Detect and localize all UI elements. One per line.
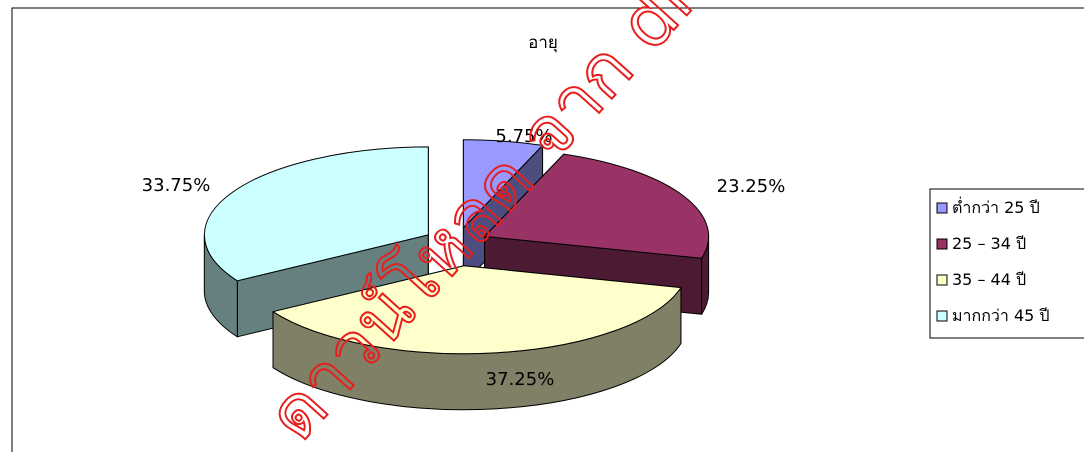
- chart-title: อายุ: [528, 33, 558, 53]
- legend-item-over-45: มากกว่า 45 ปี: [936, 306, 1050, 325]
- pie-slice-over-45-top: [203, 146, 429, 282]
- legend-label: ต่ำกว่า 25 ปี: [952, 196, 1040, 217]
- legend-item-under-25: ต่ำกว่า 25 ปี: [936, 196, 1040, 217]
- data-label-over-45: 33.75%: [142, 175, 211, 196]
- pie-slice-under-25: [462, 139, 544, 285]
- legend-swatch: [936, 238, 948, 250]
- pie-slice-under-25-top: [462, 139, 544, 229]
- pie-slice-35-44-top: [272, 265, 682, 355]
- legend-swatch: [936, 310, 948, 322]
- legend-item-35-44: 35 – 44 ปี: [936, 270, 1026, 289]
- pie-slice-35-44: [272, 265, 682, 411]
- data-labels: 5.75% 23.25% 37.25% 33.75%: [142, 126, 786, 390]
- legend-swatch: [936, 274, 948, 286]
- data-label-35-44: 37.25%: [486, 369, 555, 390]
- legend-box: [929, 188, 1084, 339]
- data-label-under-25: 5.75%: [495, 126, 552, 147]
- legend-item-25-34: 25 – 34 ปี: [936, 234, 1026, 253]
- legend-label: 35 – 44 ปี: [952, 270, 1026, 289]
- legend-label: 25 – 34 ปี: [952, 234, 1026, 253]
- data-label-25-34: 23.25%: [717, 176, 786, 197]
- pie-slices: [203, 139, 710, 411]
- legend-label: มากกว่า 45 ปี: [952, 306, 1050, 325]
- legend-swatch: [936, 202, 948, 214]
- legend: ต่ำกว่า 25 ปี 25 – 34 ปี 35 – 44 ปี มากก…: [929, 188, 1084, 339]
- pie-slice-25-34-top: [484, 153, 710, 259]
- pie-slice-25-34: [484, 153, 710, 315]
